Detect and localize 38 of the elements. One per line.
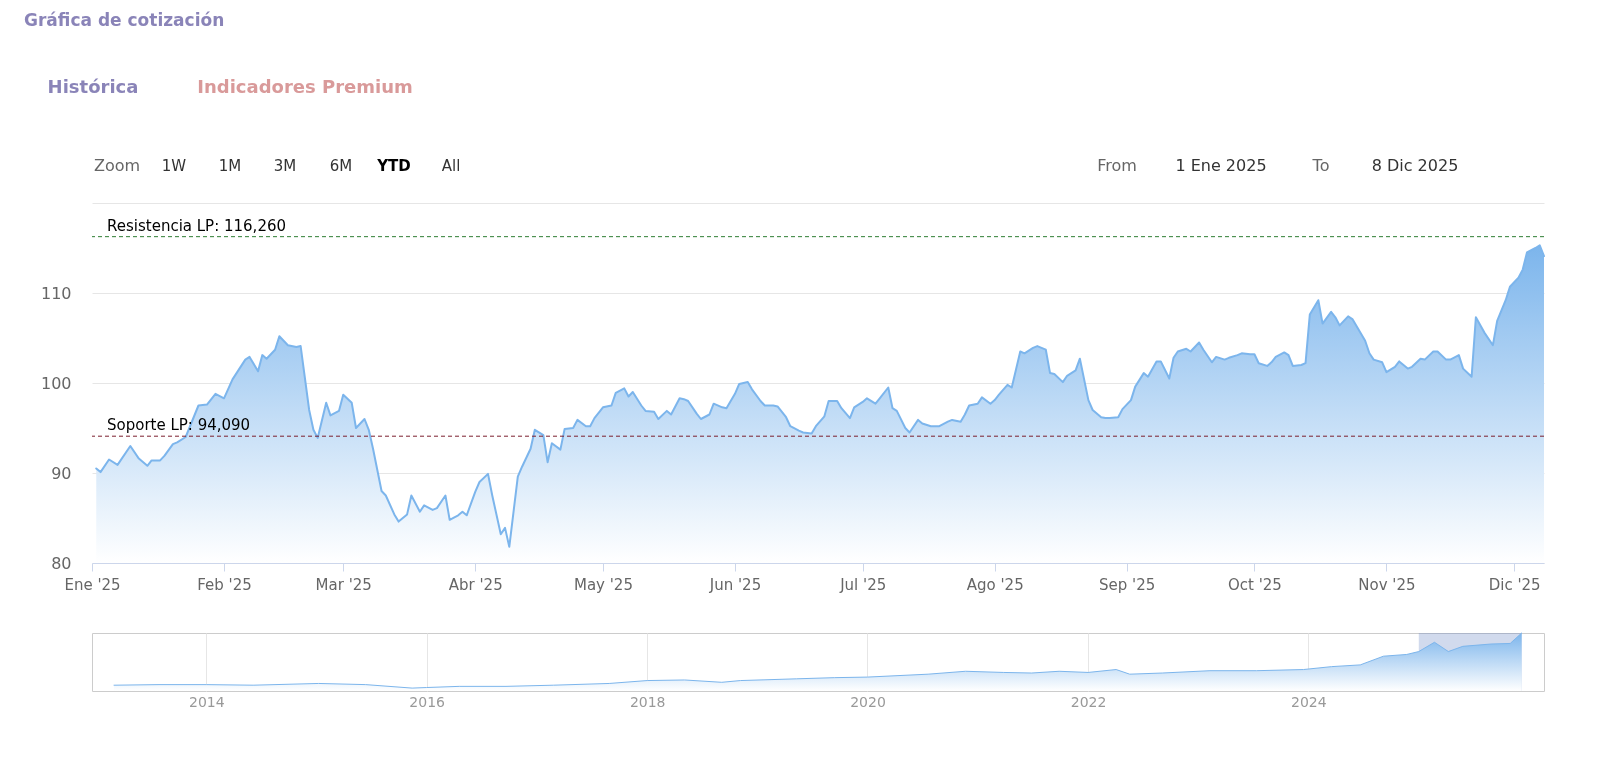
text: From (1097, 156, 1137, 175)
x-tick-label: May '25 (573, 575, 633, 594)
text: 1M (218, 157, 242, 175)
y-tick-label: 100 (40, 373, 72, 393)
x-tick-label: 2014 (189, 693, 225, 710)
text: All (441, 157, 461, 175)
x-tick-label: Dic '25 (1488, 575, 1541, 594)
text: Zoom (93, 156, 141, 175)
x-tick-label: 2020 (850, 693, 886, 710)
x-tick-label: Nov '25 (1358, 575, 1416, 594)
x-tick-label: 2024 (1291, 693, 1327, 710)
x-tick-label: Ago '25 (966, 575, 1024, 594)
text: 1W (161, 157, 187, 175)
x-tick-label: Feb '25 (197, 575, 252, 594)
x-tick-label: 2016 (409, 693, 446, 710)
x-tick-label: Sep '25 (1099, 575, 1156, 594)
x-tick-label: 2018 (629, 693, 666, 710)
x-tick-label: Mar '25 (315, 575, 372, 594)
ref-line-label: Soporte LP: 94,090 (107, 416, 251, 435)
text: 3M (273, 157, 297, 175)
x-tick-label: Jul '25 (839, 575, 887, 594)
x-tick-label: Jun '25 (708, 575, 762, 594)
x-tick-label: Ene '25 (64, 575, 121, 594)
text: 6M (329, 157, 353, 175)
text: 8 Dic 2025 (1371, 156, 1459, 175)
x-tick-label: Oct '25 (1227, 575, 1282, 594)
text: 1 Ene 2025 (1175, 156, 1267, 175)
x-tick-label: Abr '25 (448, 575, 503, 594)
y-tick-label: 80 (51, 553, 72, 573)
y-tick-label: 110 (40, 283, 72, 303)
chart-title: Gráfica de cotización (24, 10, 225, 30)
ref-line-label: Resistencia LP: 116,260 (107, 216, 287, 235)
text: Indicadores Premium (197, 76, 413, 97)
text: To (1311, 156, 1330, 175)
text: YTD (376, 157, 411, 175)
y-tick-label: 90 (51, 463, 72, 483)
text: Histórica (47, 76, 139, 97)
x-tick-label: 2022 (1070, 693, 1107, 710)
